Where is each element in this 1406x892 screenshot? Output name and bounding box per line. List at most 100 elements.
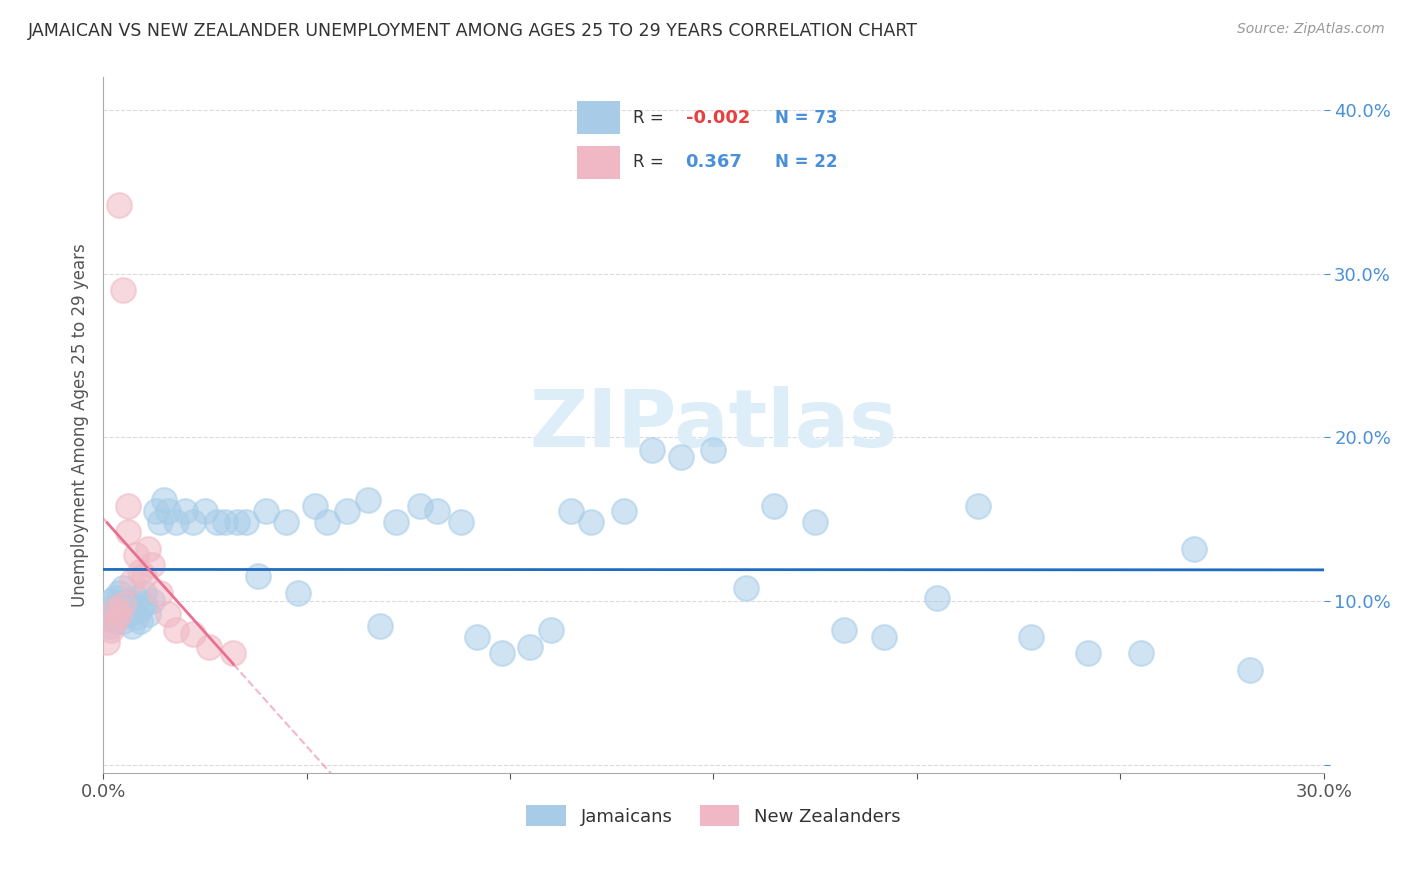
Point [194,504,217,518]
Point [117,499,139,513]
Point [385,516,408,530]
Point [145,504,167,518]
Point [108,607,131,621]
Point [149,586,172,600]
Point [165,624,187,638]
Text: JAMAICAN VS NEW ZEALANDER UNEMPLOYMENT AMONG AGES 25 TO 29 YEARS CORRELATION CHA: JAMAICAN VS NEW ZEALANDER UNEMPLOYMENT A… [28,22,918,40]
Point [763,499,786,513]
Text: ZIPatlas: ZIPatlas [529,386,897,464]
Point [254,504,277,518]
Point [581,516,603,530]
Point [132,597,155,611]
Point [368,618,391,632]
Legend: Jamaicans, New Zealanders: Jamaicans, New Zealanders [519,798,908,833]
Point [157,607,180,621]
Point [157,504,180,518]
Point [467,630,489,644]
Point [426,504,449,518]
Point [121,618,143,632]
Point [181,516,204,530]
Point [108,597,131,611]
Point [132,586,155,600]
Point [927,591,949,605]
Point [100,607,122,621]
Point [205,516,228,530]
Point [117,594,139,608]
Point [124,591,146,605]
Point [304,499,326,513]
Point [141,558,163,572]
Point [141,594,163,608]
Point [112,597,135,611]
Y-axis label: Unemployment Among Ages 25 to 29 years: Unemployment Among Ages 25 to 29 years [72,244,89,607]
Point [450,516,472,530]
Point [112,614,135,628]
Point [1182,541,1205,556]
Point [121,574,143,589]
Point [124,610,146,624]
Point [112,283,135,297]
Point [108,198,131,212]
Point [540,624,562,638]
Point [96,610,118,624]
Point [316,516,339,530]
Point [96,635,118,649]
Point [108,586,131,600]
Text: Source: ZipAtlas.com: Source: ZipAtlas.com [1237,22,1385,37]
Point [128,602,150,616]
Point [491,646,513,660]
Point [100,618,122,632]
Point [560,504,582,518]
Point [149,516,172,530]
Point [1019,630,1042,644]
Point [356,492,378,507]
Point [336,504,359,518]
Point [112,602,135,616]
Point [96,602,118,616]
Point [117,607,139,621]
Point [1077,646,1099,660]
Point [104,602,127,616]
Point [735,581,758,595]
Point [104,602,127,616]
Point [108,610,131,624]
Point [226,516,249,530]
Point [104,614,127,628]
Point [222,646,245,660]
Point [804,516,827,530]
Point [1239,663,1261,677]
Point [153,492,176,507]
Point [409,499,432,513]
Point [117,525,139,540]
Point [104,614,127,628]
Point [165,516,187,530]
Point [100,594,122,608]
Point [181,626,204,640]
Point [873,630,896,644]
Point [214,516,236,530]
Point [235,516,257,530]
Point [287,586,309,600]
Point [121,597,143,611]
Point [173,504,195,518]
Point [702,443,724,458]
Point [276,516,298,530]
Point [641,443,664,458]
Point [246,569,269,583]
Point [136,607,159,621]
Point [613,504,636,518]
Point [104,591,127,605]
Point [519,640,541,654]
Point [128,614,150,628]
Point [1129,646,1152,660]
Point [100,624,122,638]
Point [136,541,159,556]
Point [669,450,692,464]
Point [832,624,855,638]
Point [132,569,155,583]
Point [967,499,990,513]
Point [112,581,135,595]
Point [128,565,150,579]
Point [124,548,146,562]
Point [198,640,221,654]
